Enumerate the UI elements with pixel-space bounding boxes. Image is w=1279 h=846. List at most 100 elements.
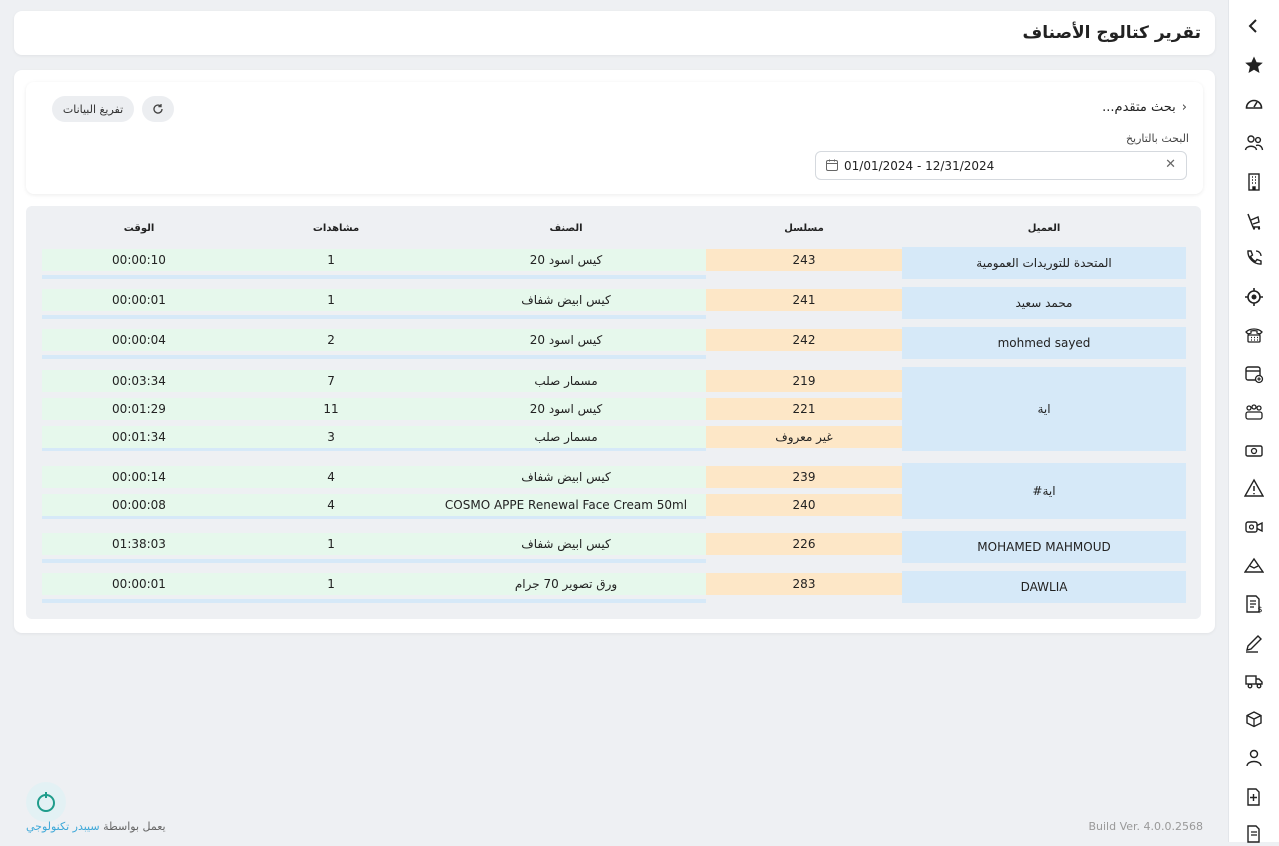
header-customer: العميل — [1027, 223, 1061, 234]
building-icon[interactable] — [1242, 170, 1266, 194]
item-cell: COSMO APPE Renewal Face Cream 50ml — [426, 494, 706, 516]
views-cell: 3 — [236, 426, 426, 448]
customer-cell: محمد سعيد — [902, 287, 1186, 319]
video-call-icon[interactable] — [1242, 515, 1266, 539]
time-cell: 00:00:08 — [42, 494, 236, 516]
title-card: تقرير كتالوج الأصناف — [14, 11, 1215, 55]
telephone-icon[interactable] — [1242, 323, 1266, 347]
row-group-underline — [42, 275, 706, 279]
header-time: الوقت — [123, 223, 155, 234]
cart-tag-icon[interactable] — [1242, 209, 1266, 233]
time-cell: 00:00:10 — [42, 249, 236, 271]
row-group-underline — [42, 559, 706, 563]
row-group-underline — [42, 447, 706, 451]
delivery-icon[interactable] — [1242, 708, 1266, 732]
assistant-button[interactable] — [26, 782, 66, 822]
customer-cell: اية — [902, 367, 1186, 451]
item-cell: كيس ابيض شفاف — [426, 533, 706, 555]
views-cell: 1 — [236, 573, 426, 595]
money-icon[interactable] — [1242, 439, 1266, 463]
report-table: العميل مسلسل الصنف مشاهدات الوقت المتحدة… — [26, 206, 1201, 619]
customer-cell: mohmed sayed — [902, 327, 1186, 359]
item-cell: كيس اسود 20 — [426, 249, 706, 271]
powered-by: يعمل بواسطة سيبدر تكنولوجي — [26, 820, 166, 833]
row-group-underline — [42, 599, 706, 603]
time-cell: 00:03:34 — [42, 370, 236, 392]
time-cell: 00:00:04 — [42, 329, 236, 351]
time-cell: 00:00:01 — [42, 573, 236, 595]
invoice-icon[interactable]: $ — [1242, 592, 1266, 616]
build-version: Build Ver. 4.0.0.2568 — [1088, 820, 1203, 833]
serial-cell: 239 — [706, 466, 902, 488]
header-views: مشاهدات — [312, 223, 360, 234]
item-cell: كيس اسود 20 — [426, 398, 706, 420]
team-icon[interactable] — [1242, 400, 1266, 424]
views-cell: 4 — [236, 466, 426, 488]
views-cell: 11 — [236, 398, 426, 420]
page-title: تقرير كتالوج الأصناف — [1022, 23, 1201, 43]
users-icon[interactable] — [1242, 131, 1266, 155]
serial-cell: 243 — [706, 249, 902, 271]
time-cell: 00:00:14 — [42, 466, 236, 488]
target-icon[interactable] — [1242, 285, 1266, 309]
advanced-search-toggle[interactable]: ‹ بحث متقدم... — [1102, 100, 1187, 115]
customer-cell: اية# — [902, 463, 1186, 519]
serial-cell: 242 — [706, 329, 902, 351]
item-cell: كيس ابيض شفاف — [426, 289, 706, 311]
item-cell: مسمار صلب — [426, 370, 706, 392]
report-icon[interactable] — [1242, 822, 1266, 846]
power-logo-icon — [37, 792, 55, 812]
mountain-icon[interactable] — [1242, 553, 1266, 577]
header-item: الصنف — [549, 223, 583, 234]
add-document-icon[interactable] — [1242, 785, 1266, 809]
row-group-underline — [42, 355, 706, 359]
date-filter-label: البحث بالتاريخ — [1125, 132, 1189, 145]
item-cell: مسمار صلب — [426, 426, 706, 448]
phone-call-icon[interactable] — [1242, 246, 1266, 270]
refresh-button[interactable] — [142, 96, 174, 122]
chevron-left-icon: ‹ — [1181, 100, 1187, 115]
time-cell: 00:01:34 — [42, 426, 236, 448]
user-icon[interactable] — [1242, 746, 1266, 770]
serial-cell: 283 — [706, 573, 902, 595]
views-cell: 1 — [236, 249, 426, 271]
refresh-icon — [153, 104, 163, 114]
views-cell: 2 — [236, 329, 426, 351]
speedometer-icon[interactable] — [1242, 92, 1266, 116]
warning-icon[interactable] — [1242, 476, 1266, 500]
serial-cell: غير معروف — [706, 426, 902, 448]
customer-cell: MOHAMED MAHMOUD — [902, 531, 1186, 563]
sidebar: $ — [1228, 0, 1279, 843]
brand-link[interactable]: سيبدر تكنولوجي — [26, 820, 100, 833]
serial-cell: 221 — [706, 398, 902, 420]
header-serial: مسلسل — [784, 223, 824, 234]
customer-cell: المتحدة للتوريدات العمومية — [902, 247, 1186, 279]
views-cell: 1 — [236, 533, 426, 555]
serial-cell: 219 — [706, 370, 902, 392]
item-cell: ورق تصوير 70 جرام — [426, 573, 706, 595]
star-icon[interactable] — [1242, 53, 1266, 77]
collapse-chevron-icon[interactable] — [1242, 14, 1266, 38]
customer-cell: DAWLIA — [902, 571, 1186, 603]
serial-cell: 240 — [706, 494, 902, 516]
views-cell: 1 — [236, 289, 426, 311]
truck-icon[interactable] — [1242, 669, 1266, 693]
date-range-input[interactable]: 01/01/2024 - 12/31/2024 ✕ — [815, 151, 1187, 180]
time-cell: 00:01:29 — [42, 398, 236, 420]
row-group-underline — [42, 315, 706, 319]
views-cell: 4 — [236, 494, 426, 516]
report-card: ‹ بحث متقدم... البحث بالتاريخ 01/01/2024… — [14, 70, 1215, 633]
serial-cell: 241 — [706, 289, 902, 311]
clear-data-button[interactable]: تفريغ البيانات — [52, 96, 134, 122]
views-cell: 7 — [236, 370, 426, 392]
item-cell: كيس ابيض شفاف — [426, 466, 706, 488]
pen-icon[interactable] — [1242, 631, 1266, 655]
serial-cell: 226 — [706, 533, 902, 555]
powered-by-text: يعمل بواسطة — [103, 820, 166, 833]
row-group-underline — [42, 515, 706, 519]
svg-text:$: $ — [1258, 605, 1263, 614]
date-range-value: 01/01/2024 - 12/31/2024 — [844, 159, 995, 173]
calendar-add-icon[interactable] — [1242, 362, 1266, 386]
clear-date-icon[interactable]: ✕ — [1165, 157, 1176, 172]
item-cell: كيس اسود 20 — [426, 329, 706, 351]
